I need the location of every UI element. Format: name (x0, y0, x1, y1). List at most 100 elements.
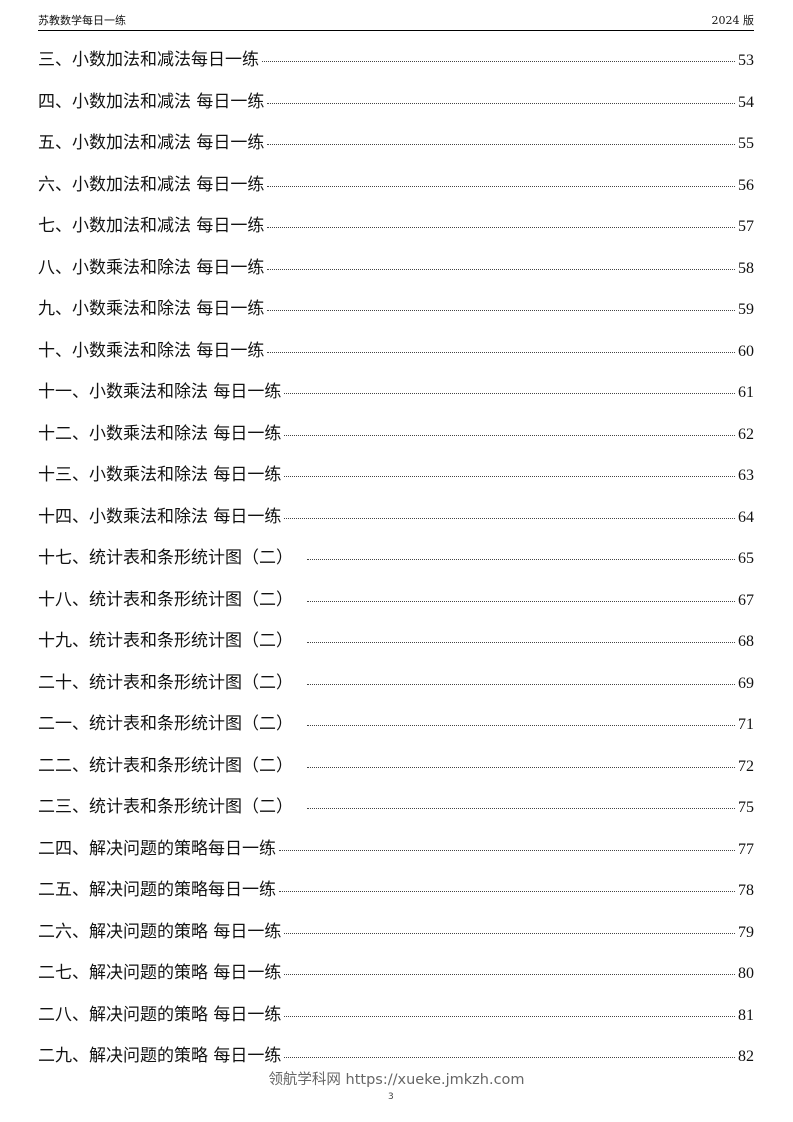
toc-entry-page: 55 (738, 135, 754, 152)
toc-entry-title: 十八、统计表和条形统计图（二） (38, 589, 293, 610)
toc-entry-page: 54 (738, 93, 754, 111)
toc-entry[interactable]: 二九、解决问题的策略 每日一练 82 (38, 1046, 754, 1067)
toc-entry-title: 二三、统计表和条形统计图（二） (38, 797, 293, 817)
toc-entry-title: 十九、统计表和条形统计图（二） (38, 631, 293, 651)
toc-entry-page: 77 (738, 840, 754, 858)
dot-leader (267, 310, 735, 311)
toc-entry[interactable]: 十一、小数乘法和除法 每日一练 61 (38, 382, 754, 403)
toc-entry[interactable]: 十三、小数乘法和除法 每日一练 63 (38, 465, 754, 486)
dot-leader (284, 476, 735, 477)
toc-entry[interactable]: 五、小数加法和减法 每日一练 55 (38, 133, 754, 154)
dot-leader (267, 102, 735, 104)
toc-entry-title: 二六、解决问题的策略 每日一练 (38, 921, 282, 942)
toc-entry[interactable]: 十四、小数乘法和除法 每日一练 64 (38, 507, 754, 528)
toc-entry-title: 二四、解决问题的策略每日一练 (38, 838, 276, 859)
toc-entry-title: 二十、统计表和条形统计图（二） (38, 672, 293, 693)
dot-leader (267, 227, 735, 228)
dot-leader (307, 683, 735, 685)
dot-leader (307, 766, 735, 768)
toc-entry[interactable]: 十八、统计表和条形统计图（二） 67 (38, 590, 754, 611)
toc-entry-title: 二七、解决问题的策略 每日一练 (38, 963, 282, 983)
dot-leader (284, 434, 735, 436)
toc-entry-page: 62 (738, 425, 754, 443)
toc-entry-title: 九、小数乘法和除法 每日一练 (38, 299, 265, 319)
dot-leader (267, 351, 735, 353)
dot-leader (284, 1057, 735, 1058)
toc-entry-title: 十、小数乘法和除法 每日一练 (38, 340, 265, 361)
toc-entry-title: 十二、小数乘法和除法 每日一练 (38, 423, 282, 444)
toc-entry-title: 二九、解决问题的策略 每日一练 (38, 1046, 282, 1066)
toc-entry-page: 72 (738, 757, 754, 775)
dot-leader (279, 891, 735, 892)
toc-entry-title: 十一、小数乘法和除法 每日一练 (38, 382, 282, 402)
toc-entry[interactable]: 九、小数乘法和除法 每日一练 59 (38, 299, 754, 320)
toc-entry-title: 四、小数加法和减法 每日一练 (38, 91, 265, 112)
dot-leader (279, 849, 735, 851)
dot-leader (267, 268, 735, 270)
toc-entry-title: 二八、解决问题的策略 每日一练 (38, 1004, 282, 1025)
toc-entry-page: 60 (738, 342, 754, 360)
toc-entry[interactable]: 四、小数加法和减法 每日一练 54 (38, 92, 754, 113)
dot-leader (307, 642, 735, 643)
toc-entry-page: 75 (738, 799, 754, 816)
toc-entry[interactable]: 二八、解决问题的策略 每日一练 81 (38, 1005, 754, 1026)
toc-entry[interactable]: 二三、统计表和条形统计图（二） 75 (38, 797, 754, 818)
toc-entry-page: 71 (738, 716, 754, 733)
toc-entry-title: 八、小数乘法和除法 每日一练 (38, 257, 265, 278)
toc-entry-page: 63 (738, 467, 754, 484)
toc-entry-title: 二二、统计表和条形统计图（二） (38, 755, 293, 776)
toc-entry[interactable]: 八、小数乘法和除法 每日一练 58 (38, 258, 754, 279)
toc-entry-page: 80 (738, 965, 754, 982)
toc-entry[interactable]: 二二、统计表和条形统计图（二） 72 (38, 756, 754, 777)
toc-entry[interactable]: 六、小数加法和减法 每日一练 56 (38, 175, 754, 196)
dot-leader (284, 517, 735, 519)
toc-entry-page: 78 (738, 882, 754, 899)
toc-entry-page: 82 (738, 1048, 754, 1065)
toc-entry[interactable]: 二四、解决问题的策略每日一练 77 (38, 839, 754, 860)
toc-entry-page: 56 (738, 176, 754, 194)
toc-entry-title: 三、小数加法和减法每日一练 (38, 50, 259, 70)
toc-entry[interactable]: 二七、解决问题的策略 每日一练 80 (38, 963, 754, 984)
toc-entry[interactable]: 二一、统计表和条形统计图（二） 71 (38, 714, 754, 735)
toc-entry[interactable]: 十七、统计表和条形统计图（二） 65 (38, 548, 754, 569)
toc-entry-title: 二一、统计表和条形统计图（二） (38, 714, 293, 734)
dot-leader (284, 932, 735, 934)
toc-entry[interactable]: 二五、解决问题的策略每日一练 78 (38, 880, 754, 901)
toc-entry[interactable]: 十二、小数乘法和除法 每日一练 62 (38, 424, 754, 445)
page-header: 苏教数学每日一练 2024 版 (38, 10, 754, 31)
dot-leader (284, 974, 735, 975)
toc-entry[interactable]: 二六、解决问题的策略 每日一练 79 (38, 922, 754, 943)
dot-leader (307, 725, 735, 726)
toc-entry[interactable]: 二十、统计表和条形统计图（二） 69 (38, 673, 754, 694)
toc-entry[interactable]: 三、小数加法和减法每日一练 53 (38, 50, 754, 71)
dot-leader (307, 808, 735, 809)
dot-leader (307, 559, 735, 560)
footer-watermark: 领航学科网 https://xueke.jmkzh.com (268, 1072, 525, 1088)
header-edition: 2024 版 (711, 14, 755, 27)
toc-entry-title: 十七、统计表和条形统计图（二） (38, 548, 293, 568)
toc-entry-page: 81 (738, 1006, 754, 1024)
toc-entry-page: 79 (738, 923, 754, 941)
dot-leader (307, 600, 735, 602)
toc-entry-page: 59 (738, 301, 754, 318)
toc-entry-title: 二五、解决问题的策略每日一练 (38, 880, 276, 900)
dot-leader (262, 61, 735, 62)
dot-leader (284, 393, 735, 394)
toc-entry-title: 十四、小数乘法和除法 每日一练 (38, 506, 282, 527)
toc-entry-title: 五、小数加法和减法 每日一练 (38, 133, 265, 153)
toc-entry-page: 65 (738, 550, 754, 567)
toc-entry[interactable]: 十、小数乘法和除法 每日一练 60 (38, 341, 754, 362)
dot-leader (267, 144, 735, 145)
toc-entry-page: 61 (738, 384, 754, 401)
page-number: 3 (388, 1092, 394, 1102)
toc-entry[interactable]: 七、小数加法和减法 每日一练 57 (38, 216, 754, 237)
toc-entry[interactable]: 十九、统计表和条形统计图（二） 68 (38, 631, 754, 652)
toc-entry-title: 十三、小数乘法和除法 每日一练 (38, 465, 282, 485)
toc-entry-page: 58 (738, 259, 754, 277)
dot-leader (284, 1015, 735, 1017)
toc-entry-page: 68 (738, 633, 754, 650)
table-of-contents: 三、小数加法和减法每日一练 53 四、小数加法和减法 每日一练 54 五、小数加法和减法… (38, 50, 754, 1088)
toc-entry-title: 七、小数加法和减法 每日一练 (38, 216, 265, 236)
toc-entry-page: 64 (738, 508, 754, 526)
